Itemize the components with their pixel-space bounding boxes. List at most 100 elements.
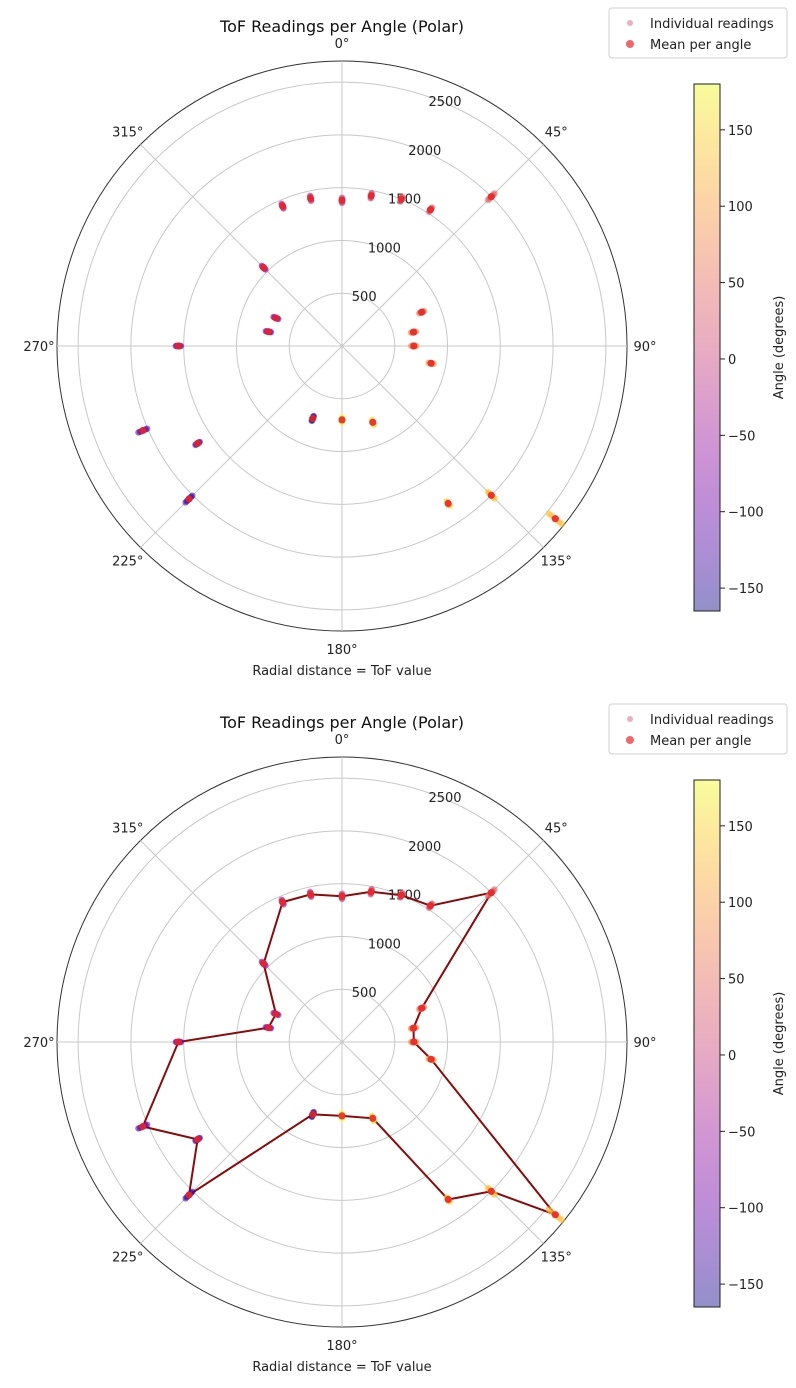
mean-point [418,308,426,316]
mean-point [307,890,315,898]
angle-tick-label: 45° [545,126,568,141]
mean-point [338,892,346,900]
mean-point [185,1191,193,1199]
angular-gridline [341,345,544,548]
mean-point [279,202,287,210]
colorbar-tick-label: −100 [728,506,764,521]
legend-marker-mean [626,40,634,48]
polar-chart-svg: ToF Readings per Angle (Polar)5001000150… [23,703,788,1375]
mean-point [194,1135,202,1143]
mean-point [410,1038,418,1046]
legend-marker-mean [626,736,634,744]
chart-title: ToF Readings per Angle (Polar) [219,713,464,732]
colorbar [693,83,721,612]
angle-tick-label: 315° [112,822,143,837]
mean-point [426,902,435,910]
mean-point [307,194,315,202]
angular-gridline [140,144,343,347]
mean-point [185,495,193,503]
radial-tick-label: 2000 [408,840,441,855]
mean-point [272,1010,280,1018]
legend: Individual readings Mean per angle [608,703,788,755]
mean-point [139,426,147,435]
colorbar-tick-label: −50 [728,429,755,444]
mean-point [397,891,405,899]
legend-label: Mean per angle [650,734,751,749]
mean-point [369,418,377,426]
mean-point [272,314,280,322]
mean-point [264,1024,272,1032]
mean-point [279,898,287,906]
mean-point [551,1211,559,1219]
angle-tick-label: 225° [112,554,143,569]
mean-point [409,328,418,336]
mean-point [338,1112,346,1120]
colorbar-tick-label: 100 [728,200,753,215]
legend-frame [608,7,788,59]
legend-frame [608,703,788,755]
mean-point [174,1038,182,1046]
mean-point [194,439,202,447]
colorbar-label: Angle (degrees) [772,992,787,1096]
radial-tick-label: 2500 [428,95,461,110]
radial-tick-label: 500 [352,986,377,1001]
mean-point [427,359,435,367]
angular-gridline [140,1041,343,1244]
legend-marker-individual [627,20,633,26]
colorbar-tick-label: 50 [728,973,745,988]
angle-tick-label: 45° [545,822,568,837]
mean-point [367,192,375,200]
mean-point [367,888,375,896]
colorbar-tick-label: 0 [728,1049,736,1064]
angle-tick-label: 225° [112,1250,143,1265]
mean-point [139,1122,147,1131]
colorbar-tick-label: 0 [728,353,736,368]
mean-point [426,206,435,214]
radial-tick-label: 2000 [408,144,441,159]
legend: Individual readings Mean per angle [608,7,788,59]
angular-gridline [341,144,544,347]
colorbar-tick-label: 150 [728,820,753,835]
colorbar [693,779,721,1308]
polar-chart-top: ToF Readings per Angle (Polar)5001000150… [0,0,796,692]
mean-point [444,1195,452,1204]
radial-tick-label: 1000 [368,241,401,256]
angle-tick-label: 135° [541,554,572,569]
chart-title: ToF Readings per Angle (Polar) [219,17,464,36]
colorbar-tick-label: 150 [728,124,753,139]
radial-tick-label: 1000 [368,937,401,952]
angle-tick-label: 0° [335,733,350,748]
mean-point [397,195,405,203]
colorbar-tick-label: 100 [728,896,753,911]
mean-point [264,328,272,336]
mean-point [369,1114,377,1122]
mean-point [260,960,268,968]
angle-tick-label: 270° [23,1036,54,1051]
angle-tick-label: 90° [633,1036,656,1051]
individual-reading-point [558,520,565,528]
colorbar-tick-label: −50 [728,1125,755,1140]
colorbar-label: Angle (degrees) [772,296,787,400]
angular-gridline [140,345,343,548]
mean-point [309,1110,317,1118]
mean-point [487,1187,495,1195]
angle-tick-label: 315° [112,126,143,141]
legend-label: Individual readings [650,713,774,728]
angle-tick-label: 270° [23,340,54,355]
legend-marker-individual [627,716,633,722]
angular-gridline [341,1041,544,1244]
mean-point [487,193,495,201]
mean-point [418,1004,426,1012]
mean-point [427,1055,435,1063]
angle-tick-label: 135° [541,1250,572,1265]
mean-point [338,416,346,424]
angle-tick-label: 180° [326,1339,357,1354]
radial-tick-label: 500 [352,290,377,305]
radial-tick-label: 2500 [428,791,461,806]
polar-chart-bottom: ToF Readings per Angle (Polar)5001000150… [0,696,796,1388]
mean-point [260,264,268,272]
angle-tick-label: 90° [633,340,656,355]
mean-point [338,196,346,204]
mean-connecting-line [141,890,559,1217]
angular-gridline [140,840,343,1043]
